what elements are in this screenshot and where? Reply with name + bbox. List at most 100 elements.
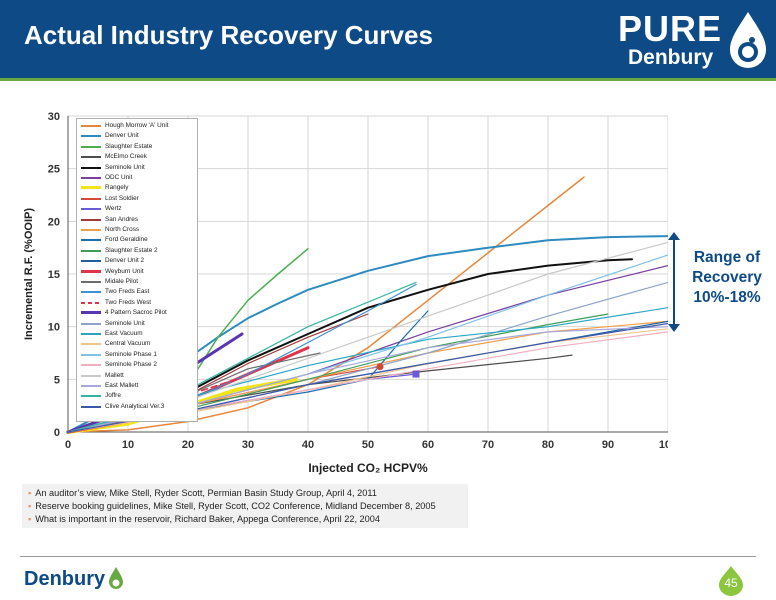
sources-box: ▪ An auditor’s view, Mike Stell, Ryder Sc…	[22, 484, 468, 528]
y-tick-label: 30	[48, 111, 60, 123]
legend-item: East Mallett	[81, 382, 197, 390]
header-divider	[0, 78, 776, 81]
legend-item: Two Freds West	[81, 299, 197, 307]
legend-swatch	[81, 311, 101, 315]
legend-item: Midale Pilot	[81, 278, 197, 286]
legend-label: Two Freds West	[105, 298, 152, 306]
x-tick-label: 50	[362, 439, 374, 451]
y-axis-label: Incremental R.F. (%OOIP)	[23, 208, 35, 340]
legend-label: Seminole Phase 2	[105, 361, 157, 369]
legend-swatch	[81, 343, 101, 346]
legend-swatch	[81, 291, 101, 294]
legend-swatch	[81, 125, 101, 127]
legend-swatch	[81, 218, 101, 221]
legend-item: Denver Unit 2	[81, 257, 197, 265]
legend-item: Seminole Phase 2	[81, 361, 197, 369]
x-tick-label: 90	[602, 439, 614, 451]
legend-swatch	[81, 385, 101, 387]
legend-item: San Andres	[81, 216, 197, 224]
chart-legend: Hough Morrow 'A' Unit Denver Unit Slaughte…	[76, 118, 198, 422]
legend-swatch	[81, 281, 101, 283]
legend-label: North Cross	[105, 226, 140, 233]
legend-swatch	[81, 405, 101, 408]
x-tick-label: 70	[482, 439, 494, 451]
legend-label: Slaughter Estate 2	[105, 246, 158, 254]
slide-title: Actual Industry Recovery Curves	[24, 20, 433, 50]
legend-label: East Vacuum	[105, 330, 143, 337]
range-of-recovery-label: Range of Recovery 10%-18%	[680, 248, 774, 308]
x-tick-label: 40	[302, 439, 314, 451]
legend-label: Lost Soldier	[105, 194, 139, 202]
legend-label: Mallett	[105, 371, 124, 379]
legend-item: North Cross	[81, 226, 197, 234]
legend-item: East Vacuum	[81, 330, 197, 338]
legend-label: Central Vacuum	[105, 340, 151, 348]
legend-swatch	[81, 364, 101, 367]
legend-label: Clive Analytical Ver.3	[105, 402, 165, 410]
legend-item: Ford Geraldine	[81, 236, 197, 244]
legend-label: Hough Morrow 'A' Unit	[105, 122, 169, 129]
oil-drop-icon	[730, 12, 766, 68]
legend-swatch	[81, 197, 101, 200]
legend-item: Mallett	[81, 372, 197, 380]
legend-label: Seminole Unit	[105, 163, 145, 171]
logo-denbury-text: Denbury	[628, 46, 714, 69]
legend-label: ODC Unit	[105, 174, 133, 181]
legend-swatch	[81, 333, 101, 335]
legend-swatch	[81, 395, 101, 398]
legend-label: Weyburn Unit	[105, 267, 144, 275]
series-marker	[376, 363, 384, 371]
legend-swatch	[81, 208, 101, 211]
x-tick-label: 100	[659, 439, 668, 451]
legend-label: Two Freds East	[105, 288, 150, 296]
x-tick-label: 20	[182, 439, 194, 451]
legend-label: East Mallett	[105, 382, 139, 389]
range-line-1: Range of	[693, 249, 761, 266]
y-tick-label: 0	[54, 427, 60, 439]
legend-swatch	[81, 186, 101, 190]
legend-item: Two Freds East	[81, 288, 197, 296]
legend-label: 4 Pattern Sacroc Pilot	[105, 309, 167, 317]
x-tick-label: 0	[65, 439, 71, 451]
legend-label: Slaughter Estate	[105, 142, 153, 150]
x-axis-label: Injected CO₂ HCPV%	[308, 461, 428, 475]
bullet-icon: ▪	[28, 514, 32, 524]
page-number: 45	[724, 576, 738, 590]
logo-pure-text: PURE	[618, 8, 723, 49]
legend-label: Denver Unit 2	[105, 257, 145, 265]
legend-item: Wertz	[81, 205, 197, 213]
legend-item: Slaughter Estate 2	[81, 247, 197, 255]
legend-item: Clive Analytical Ver.3	[81, 403, 197, 411]
legend-label: San Andres	[105, 215, 139, 223]
legend-item: Central Vacuum	[81, 340, 197, 348]
legend-swatch	[81, 166, 101, 169]
source-item: ▪ Reserve booking guidelines, Mike Stell,…	[28, 501, 436, 511]
legend-swatch	[81, 322, 101, 325]
x-tick-label: 30	[242, 439, 254, 451]
legend-item: Joffre	[81, 392, 197, 400]
legend-swatch	[81, 260, 101, 263]
source-text: An auditor’s view, Mike Stell, Ryder Sco…	[35, 488, 377, 498]
y-tick-label: 15	[48, 269, 60, 281]
legend-label: Rangely	[105, 184, 129, 192]
legend-label: Denver Unit	[105, 132, 139, 140]
source-text: What is important in the reservoir, Rich…	[35, 514, 380, 524]
x-tick-label: 60	[422, 439, 434, 451]
legend-label: McElmo Creek	[105, 153, 147, 161]
legend-item: 4 Pattern Sacroc Pilot	[81, 309, 197, 317]
legend-item: Seminole Phase 1	[81, 351, 197, 359]
legend-label: Seminole Unit	[105, 319, 145, 327]
footer-logo-text: Denbury	[24, 568, 106, 590]
legend-swatch	[81, 353, 101, 356]
legend-item: Slaughter Estate	[81, 143, 197, 151]
legend-label: Seminole Phase 1	[105, 350, 157, 358]
x-tick-label: 80	[542, 439, 554, 451]
page-number-badge: 45	[716, 566, 746, 596]
legend-swatch	[81, 156, 101, 159]
legend-item: Denver Unit	[81, 132, 197, 140]
footer-drop-icon	[109, 567, 123, 589]
legend-swatch	[81, 374, 101, 377]
legend-item: Seminole Unit	[81, 320, 197, 328]
source-text: Reserve booking guidelines, Mike Stell, …	[35, 501, 436, 511]
y-tick-label: 20	[48, 216, 60, 228]
